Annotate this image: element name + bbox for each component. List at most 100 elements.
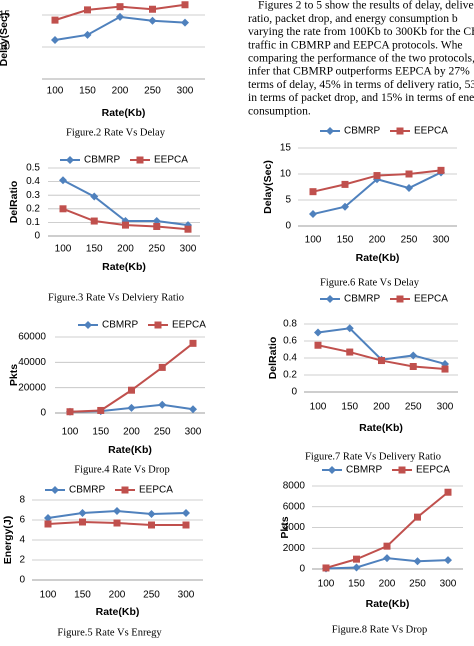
marker-square	[341, 180, 349, 188]
x-tick-label: 100	[305, 235, 322, 246]
chart: 0 5 10 15 100 150 200 250 300 Rate(Kb) Delay(Sec) F…	[262, 126, 457, 288]
y-axis-label: Pkts	[279, 516, 291, 538]
legend-label: CBMRP	[344, 126, 380, 137]
y-tick-label: 5	[285, 195, 291, 206]
x-tick-label: 300	[180, 244, 197, 255]
x-tick-label: 150	[337, 235, 354, 246]
marker-square	[153, 222, 161, 230]
legend-marker	[154, 321, 162, 329]
marker-square	[353, 555, 360, 563]
figure-caption: Figure.4 Rate Vs Drop	[74, 464, 169, 475]
x-tick-label: 250	[405, 402, 422, 413]
legend-label: EEPCA	[154, 155, 188, 166]
x-tick-label: 300	[178, 590, 195, 601]
x-tick-label: 300	[177, 86, 194, 97]
y-tick-label: 0	[285, 221, 291, 232]
marker-diamond	[341, 202, 349, 211]
marker-square	[84, 6, 91, 14]
x-tick-label: 200	[369, 235, 386, 246]
legend-label: EEPCA	[414, 126, 448, 137]
marker-square	[128, 386, 135, 394]
x-tick-label: 100	[310, 402, 327, 413]
x-axis-label: Rate(Kb)	[96, 606, 140, 618]
paragraph-line: ratio, packet drop, and energy consumpti…	[248, 12, 458, 25]
marker-diamond	[113, 507, 121, 515]
marker-square	[79, 518, 86, 526]
paragraph-line: terms of delay, 45% in terms of delivery…	[248, 78, 474, 91]
marker-square	[44, 520, 52, 528]
x-tick-label: 150	[86, 244, 103, 255]
marker-square	[405, 170, 413, 178]
figure-caption: Figure.6 Rate Vs Delay	[320, 277, 420, 288]
y-axis-label: DelRatio	[267, 337, 279, 380]
marker-diamond	[444, 556, 452, 565]
paragraph-line: traffic in CBMRP and EEPCA protocols. Wh…	[248, 38, 463, 51]
paragraph-line: comparing the performance of the two pro…	[248, 51, 474, 64]
y-tick-label: 4	[19, 535, 25, 546]
y-tick-label: 0.6	[283, 336, 297, 347]
marker-square	[346, 348, 354, 356]
marker-diamond	[345, 324, 354, 333]
y-tick-label: 10	[280, 169, 292, 180]
marker-square	[97, 406, 105, 414]
y-tick-label: 10	[0, 42, 10, 53]
x-axis-label: Rate(Kb)	[366, 598, 410, 610]
marker-diamond	[90, 192, 99, 201]
x-tick-label: 200	[117, 244, 134, 255]
marker-square	[66, 408, 74, 416]
y-tick-label: 0	[291, 387, 297, 398]
x-tick-label: 300	[185, 427, 202, 438]
legend-marker	[326, 127, 334, 135]
x-tick-label: 200	[379, 579, 396, 590]
chart: 10 15 100 150 200 250 300 Rate(Kb) Delay(Sec) Fig…	[0, 1, 205, 138]
marker-square	[378, 357, 385, 365]
marker-square	[444, 488, 452, 496]
x-tick-label: 100	[318, 579, 335, 590]
x-tick-label: 300	[433, 235, 450, 246]
y-tick-label: 0.8	[283, 319, 297, 330]
marker-diamond	[383, 554, 391, 563]
x-tick-label: 100	[47, 86, 64, 97]
marker-diamond	[413, 557, 422, 566]
x-axis-label: Rate(Kb)	[108, 444, 152, 456]
marker-square	[409, 363, 417, 370]
x-tick-label: 100	[55, 244, 72, 255]
y-tick-label: 0.4	[26, 176, 40, 187]
y-axis-label: DelRatio	[8, 181, 20, 224]
y-tick-label: 6	[19, 515, 25, 526]
marker-diamond	[314, 328, 322, 337]
x-tick-label: 150	[74, 590, 91, 601]
legend-label: CBMRP	[69, 485, 105, 496]
paragraph-line: Figures 2 to 5 show the results of delay…	[258, 0, 474, 12]
marker-square	[148, 521, 155, 529]
marker-square	[309, 188, 317, 196]
y-tick-label: 8000	[283, 481, 306, 492]
y-tick-label: 2000	[283, 543, 306, 554]
y-tick-label: 2	[19, 555, 25, 566]
legend-marker	[121, 486, 129, 494]
y-tick-label: 0.1	[26, 217, 40, 228]
marker-square	[113, 519, 121, 527]
y-tick-label: 4000	[283, 522, 306, 533]
legend-marker	[396, 295, 404, 303]
legend-marker	[398, 466, 406, 474]
x-tick-label: 200	[112, 86, 129, 97]
y-axis-label: Delay(Sec)	[0, 13, 10, 67]
marker-diamond	[51, 35, 59, 44]
x-tick-label: 250	[154, 427, 171, 438]
marker-diamond	[409, 351, 418, 360]
y-tick-label: 0	[299, 564, 305, 575]
legend-label: CBMRP	[84, 155, 120, 166]
x-tick-label: 150	[92, 427, 109, 438]
y-tick-label: 0	[19, 575, 25, 586]
marker-diamond	[158, 400, 167, 409]
x-tick-label: 200	[123, 427, 140, 438]
legend-marker	[328, 466, 336, 474]
marker-square	[184, 225, 192, 233]
y-tick-label: 0	[40, 408, 46, 419]
chart: 0 20000 40000 60000 100 150 200 250 300 Rate(Kb) P…	[8, 320, 206, 476]
marker-diamond	[147, 510, 156, 518]
chart: 0 0.2 0.4 0.6 0.8 100 150 200 250 300 Rate(Kb) DelR…	[267, 294, 458, 462]
legend-marker	[84, 321, 92, 329]
marker-diamond	[148, 16, 157, 25]
